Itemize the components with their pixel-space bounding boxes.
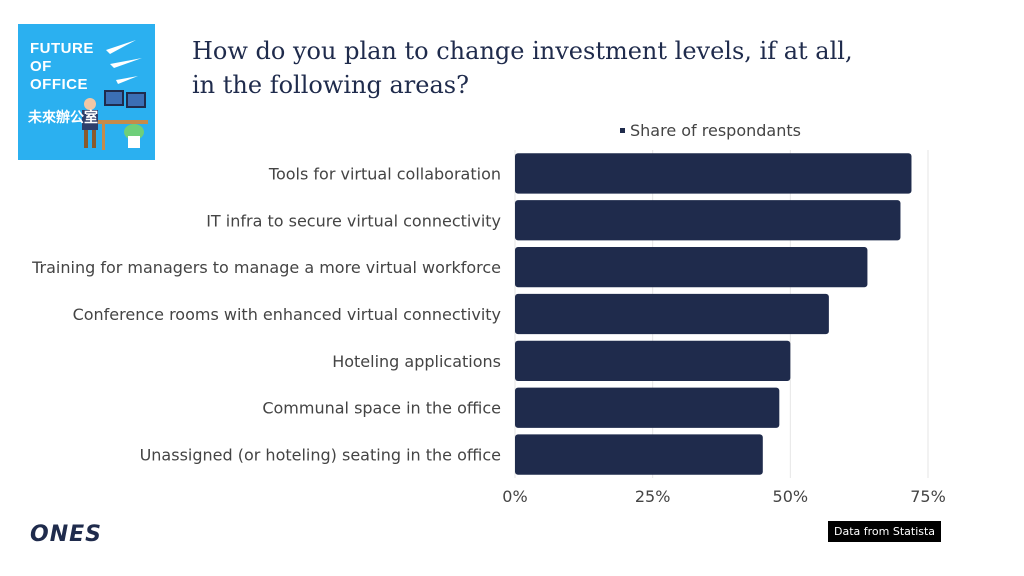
bar [515, 246, 868, 288]
category-label: Communal space in the office [262, 399, 501, 418]
bar [515, 434, 763, 475]
chart-legend: Share of respondants [620, 121, 801, 140]
bar [515, 340, 791, 382]
future-of-office-logo: FUTURE OF OFFICE 未來辦公室 [18, 24, 155, 160]
x-tick-label: 0% [502, 487, 527, 506]
logo-text-of: OF [30, 58, 52, 75]
x-tick-label: 25% [635, 487, 671, 506]
logo-text-chinese: 未來辦公室 [28, 110, 98, 126]
bar [515, 293, 829, 335]
logo-text-future: FUTURE [30, 40, 94, 57]
bar [515, 153, 912, 194]
bar [515, 200, 901, 241]
ones-logo: ONES [30, 522, 102, 547]
category-label: Unassigned (or hoteling) seating in the … [140, 446, 501, 465]
category-label: IT infra to secure virtual connectivity [206, 211, 501, 230]
source-note: Data from Statista [828, 521, 942, 542]
legend-label: Share of respondants [630, 121, 801, 140]
x-tick-label: 50% [773, 487, 809, 506]
logo-illustration [82, 40, 148, 150]
category-label: Hoteling applications [332, 352, 501, 371]
category-label: Training for managers to manage a more v… [31, 258, 501, 277]
x-tick-label: 75% [910, 487, 946, 506]
category-label: Tools for virtual collaboration [268, 164, 501, 183]
bar [515, 387, 780, 428]
logo-text-office: OFFICE [30, 76, 88, 93]
category-label: Conference rooms with enhanced virtual c… [73, 305, 501, 324]
chart-title: How do you plan to change investment lev… [192, 37, 853, 99]
legend-swatch [620, 128, 625, 133]
